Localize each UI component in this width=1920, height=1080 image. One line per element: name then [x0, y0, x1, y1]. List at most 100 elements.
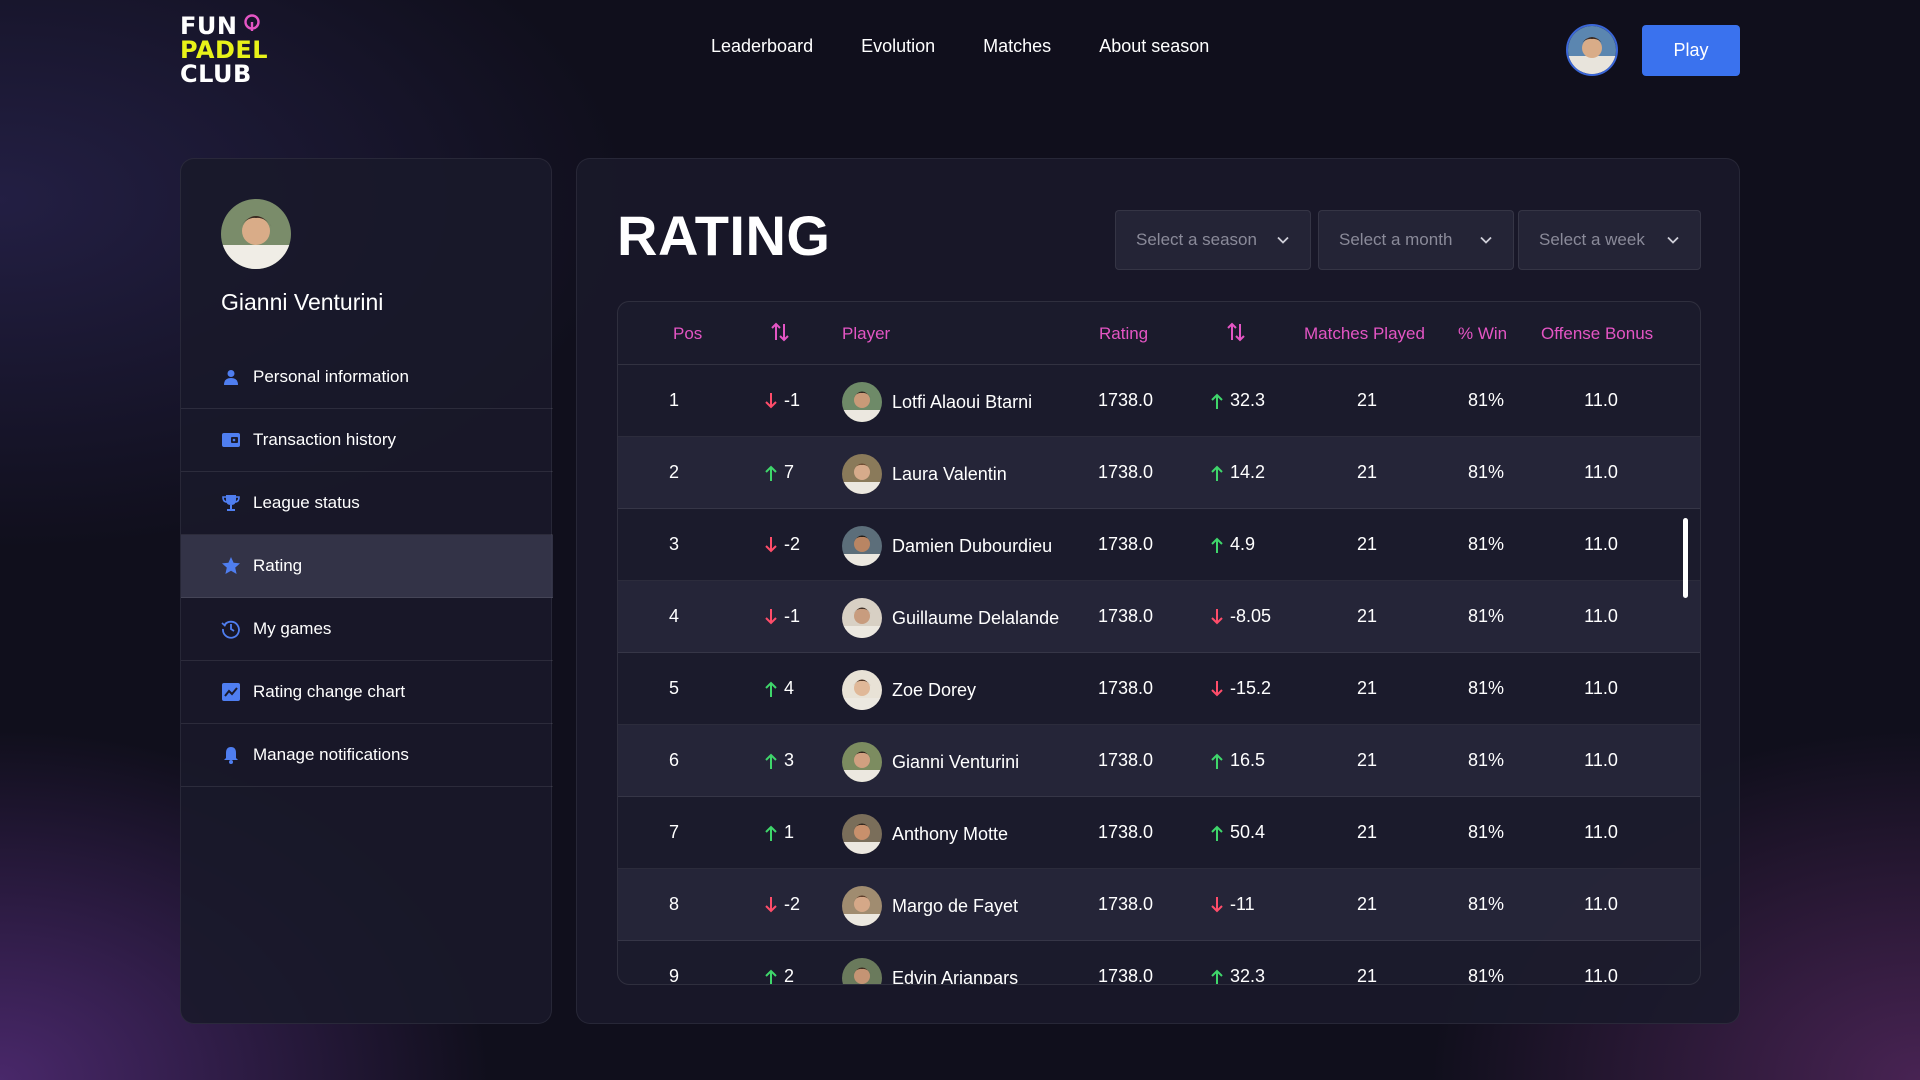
- menu-item-label: My games: [253, 619, 332, 638]
- header-pos[interactable]: Pos: [673, 324, 703, 343]
- arrow-down-icon: [765, 608, 777, 624]
- win-value: 81%: [1467, 966, 1505, 985]
- rating-change-value: -15.2: [1230, 678, 1272, 698]
- fun-padel-club-logo[interactable]: FUN PADEL CLUB: [180, 14, 290, 90]
- player-avatar: [842, 886, 882, 926]
- player-avatar: [842, 742, 882, 782]
- menu-item-rating-change-chart[interactable]: Rating change chart: [181, 661, 553, 724]
- nav-matches[interactable]: Matches: [983, 36, 1052, 56]
- header-win[interactable]: % Win: [1458, 324, 1508, 343]
- matches-value: 21: [1356, 966, 1378, 985]
- menu-item-rating[interactable]: Rating: [181, 535, 553, 598]
- cell-player[interactable]: Guillaume Delalande: [842, 598, 1059, 638]
- table-row[interactable]: 1 -1 Lotfi Alaoui Btarni 1738.0 32.3 21 81% 11.…: [618, 365, 1700, 437]
- arrow-up-icon: [765, 825, 777, 841]
- menu-item-manage-notifications[interactable]: Manage notifications: [181, 724, 553, 787]
- table-row[interactable]: 7 1 Anthony Motte 1738.0 50.4 21 81% 11.0: [618, 797, 1700, 869]
- page-title: RATING: [617, 204, 831, 267]
- cell-rating: 1738.0: [1098, 390, 1154, 410]
- player-name: Guillaume Delalande: [892, 607, 1060, 628]
- sort-icon[interactable]: [768, 320, 792, 344]
- table-row[interactable]: 3 -2 Damien Dubourdieu 1738.0 4.9 21 81% 11.0: [618, 509, 1700, 581]
- table-row[interactable]: 5 4 Zoe Dorey 1738.0 -15.2 21 81% 11.0: [618, 653, 1700, 725]
- win-value: 81%: [1467, 894, 1505, 914]
- cell-position-change: -1: [764, 390, 800, 411]
- cell-player[interactable]: Damien Dubourdieu: [842, 526, 1052, 566]
- bonus-value: 11.0: [1584, 534, 1618, 554]
- player-avatar: [842, 598, 882, 638]
- sort-icon[interactable]: [1224, 320, 1248, 344]
- cell-player[interactable]: Edvin Arianpars: [842, 958, 1018, 984]
- month-select[interactable]: Select a month: [1318, 210, 1514, 270]
- arrow-up-icon: [1211, 753, 1223, 769]
- header-avatar[interactable]: [1566, 24, 1618, 76]
- week-select[interactable]: Select a week: [1518, 210, 1701, 270]
- position-change-value: 3: [784, 750, 795, 770]
- position-change-value: 1: [784, 822, 795, 842]
- chevron-down-icon: [1667, 236, 1679, 244]
- profile-avatar: [221, 199, 291, 269]
- win-value: 81%: [1467, 750, 1505, 770]
- cell-player[interactable]: Zoe Dorey: [842, 670, 976, 710]
- table-header: Pos Player Rating Matches Played % Win O…: [618, 302, 1700, 365]
- menu-item-label: League status: [253, 493, 360, 512]
- cell-player[interactable]: Margo de Fayet: [842, 886, 1018, 926]
- cell-rating-change: -8.05: [1210, 606, 1271, 627]
- cell-position-change: -1: [764, 606, 800, 627]
- bell-icon: [221, 745, 241, 765]
- bonus-value: 11.0: [1584, 678, 1618, 698]
- arrow-up-icon: [1211, 393, 1223, 409]
- play-button[interactable]: Play: [1642, 25, 1740, 76]
- table-row[interactable]: 6 3 Gianni Venturini 1738.0 16.5 21 81% 11.0: [618, 725, 1700, 797]
- header-player[interactable]: Player: [842, 324, 891, 343]
- wallet-icon: [221, 430, 241, 450]
- table-row[interactable]: 9 2 Edvin Arianpars 1738.0 32.3 21 81% 11.0: [618, 941, 1700, 985]
- win-value: 81%: [1467, 606, 1505, 626]
- win-value: 81%: [1467, 462, 1505, 482]
- nav-leaderboard[interactable]: Leaderboard: [711, 36, 814, 56]
- table-row[interactable]: 8 -2 Margo de Fayet 1738.0 -11 21 81% 11.0: [618, 869, 1700, 941]
- arrow-up-icon: [1211, 969, 1223, 984]
- cell-player[interactable]: Laura Valentin: [842, 454, 1007, 494]
- table-row[interactable]: 4 -1 Guillaume Delalande 1738.0 -8.05 21 81% 11…: [618, 581, 1700, 653]
- cell-player[interactable]: Gianni Venturini: [842, 742, 1019, 782]
- cell-rating-change: 32.3: [1210, 966, 1265, 984]
- cell-player[interactable]: Lotfi Alaoui Btarni: [842, 382, 1032, 422]
- nav-about-season[interactable]: About season: [1099, 36, 1210, 56]
- header-offense-bonus[interactable]: Offense Bonus: [1541, 324, 1654, 343]
- menu-item-label: Manage notifications: [253, 745, 409, 764]
- table-row[interactable]: 2 7 Laura Valentin 1738.0 14.2 21 81% 11.0: [618, 437, 1700, 509]
- matches-value: 21: [1356, 750, 1378, 770]
- scrollbar-thumb[interactable]: [1683, 518, 1688, 598]
- season-select[interactable]: Select a season: [1115, 210, 1311, 270]
- cell-rating: 1738.0: [1098, 966, 1154, 985]
- matches-value: 21: [1356, 678, 1378, 698]
- position-change-value: -2: [784, 894, 801, 914]
- pos-value: 2: [668, 462, 680, 482]
- cell-rating-change: 50.4: [1210, 822, 1265, 843]
- pos-value: 8: [668, 894, 680, 914]
- menu-item-label: Personal information: [253, 367, 409, 386]
- season-select-value: Select a season: [1136, 230, 1257, 249]
- bonus-value: 11.0: [1584, 822, 1618, 842]
- cell-position-change: 1: [764, 822, 794, 843]
- history-icon: [221, 619, 241, 639]
- bonus-value: 11.0: [1584, 606, 1618, 626]
- header-rating[interactable]: Rating: [1099, 324, 1149, 343]
- profile-name: Gianni Venturini: [221, 289, 384, 315]
- padel-racket-icon: [244, 14, 260, 31]
- rating-change-value: -8.05: [1230, 606, 1272, 626]
- cell-player[interactable]: Anthony Motte: [842, 814, 1008, 854]
- matches-value: 21: [1356, 534, 1378, 554]
- cell-rating: 1738.0: [1098, 822, 1154, 842]
- nav-evolution[interactable]: Evolution: [861, 36, 936, 56]
- header-matches-played[interactable]: Matches Played: [1304, 324, 1425, 343]
- chevron-down-icon: [1277, 236, 1289, 244]
- pos-value: 4: [668, 606, 680, 626]
- user-avatar-icon: [1568, 26, 1616, 74]
- menu-item-my-games[interactable]: My games: [181, 598, 553, 661]
- menu-item-personal-information[interactable]: Personal information: [181, 346, 553, 409]
- menu-item-transaction-history[interactable]: Transaction history: [181, 409, 553, 472]
- menu-item-league-status[interactable]: League status: [181, 472, 553, 535]
- player-avatar: [842, 958, 882, 984]
